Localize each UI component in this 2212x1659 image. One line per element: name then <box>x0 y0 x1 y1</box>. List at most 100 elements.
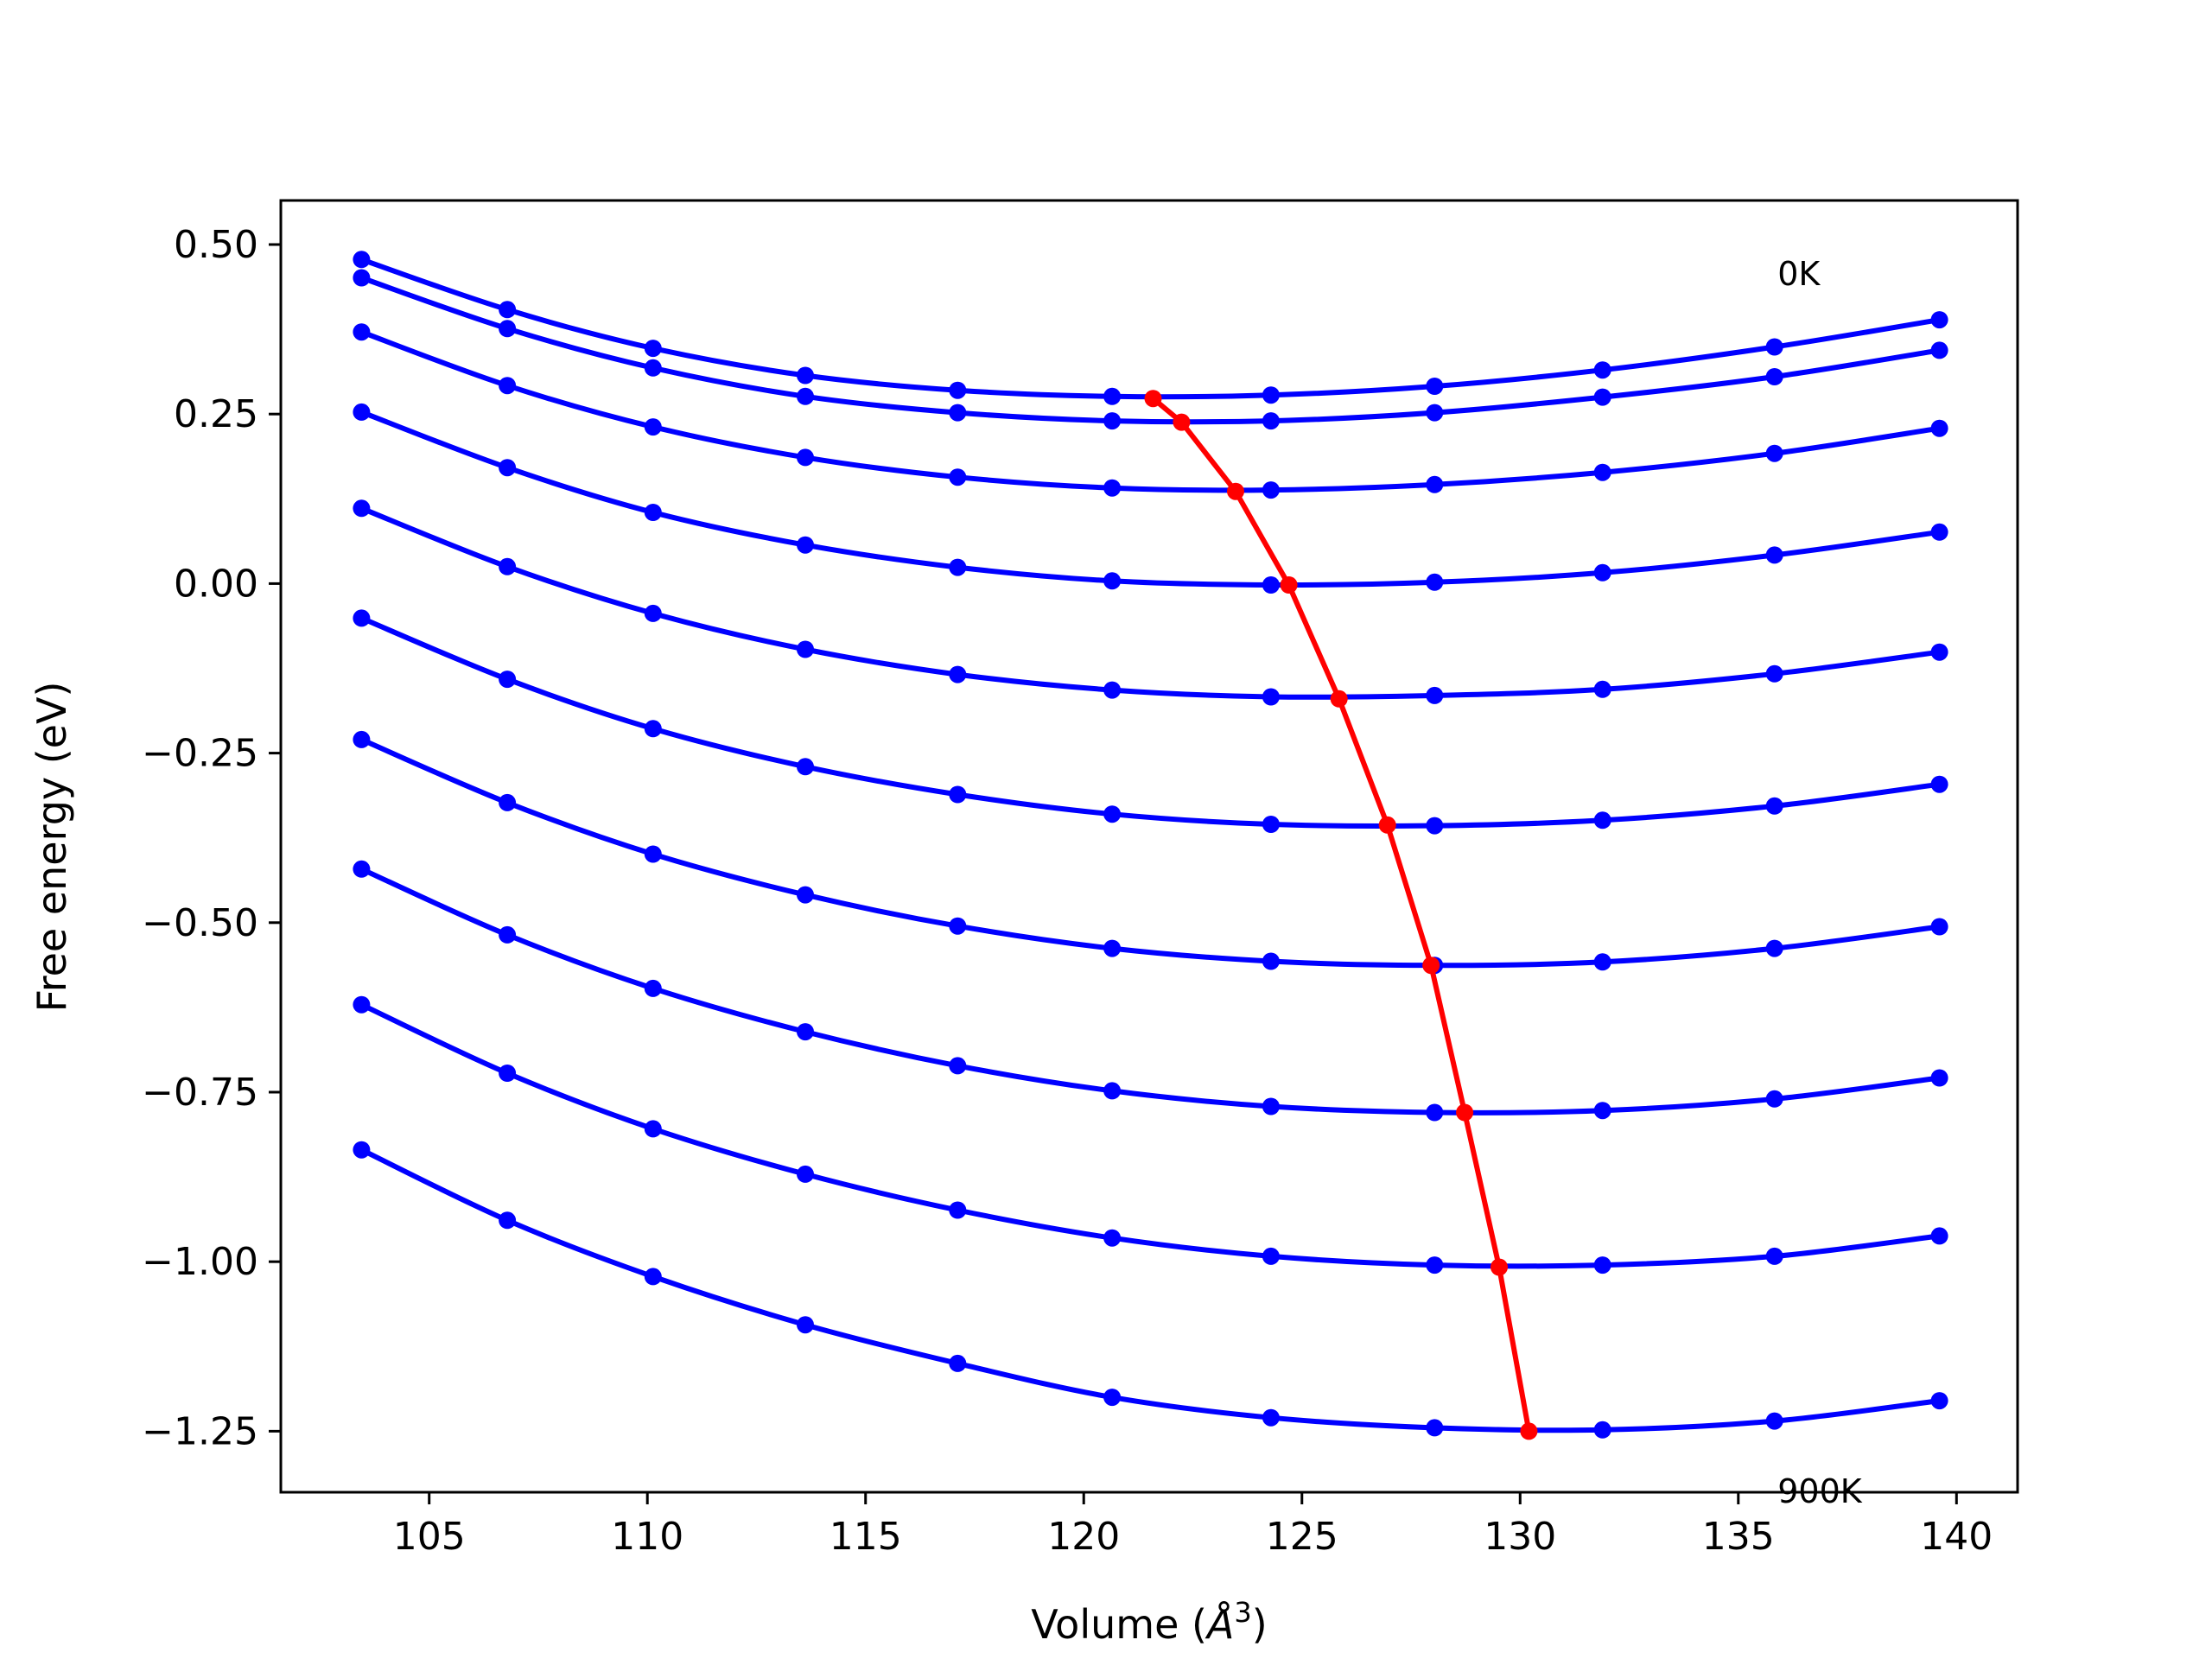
series-6-point-9 <box>1593 811 1611 830</box>
y-axis-label: Free energy (eV) <box>29 682 75 1013</box>
minima-point-1 <box>1144 390 1162 408</box>
series-5-point-7 <box>1262 688 1280 706</box>
series-1-line <box>360 257 1941 400</box>
series-7-point-5 <box>949 917 967 935</box>
series-2-point-3 <box>644 359 662 377</box>
series-3-point-1 <box>353 323 371 341</box>
series-8-point-8 <box>1426 1103 1444 1122</box>
series-9-point-6 <box>1103 1229 1122 1247</box>
series-8-point-11 <box>1930 1069 1948 1087</box>
series-9-point-7 <box>1262 1247 1280 1265</box>
y-tick-label-3: 0.00 <box>174 562 258 606</box>
series-4-point-11 <box>1930 523 1948 541</box>
series-5-point-4 <box>797 640 814 658</box>
x-tick-label-115: 115 <box>830 1515 902 1559</box>
series-3-point-2 <box>499 377 517 395</box>
series-7-point-4 <box>797 886 814 904</box>
series-9-point-10 <box>1765 1247 1783 1265</box>
series-6-point-2 <box>499 671 517 689</box>
series-4-point-4 <box>797 536 814 554</box>
series-5-point-1 <box>353 499 371 518</box>
minima-line <box>1151 396 1532 1432</box>
series-10-point-10 <box>1765 1412 1783 1430</box>
x-tick-label-135: 135 <box>1702 1515 1775 1559</box>
series-10-point-5 <box>949 1354 967 1372</box>
series-9-point-2 <box>499 1065 517 1082</box>
series-10 <box>353 1141 1948 1439</box>
series-3-point-8 <box>1426 475 1444 493</box>
series-10-line <box>360 1147 1940 1433</box>
series-4-point-1 <box>353 403 371 421</box>
series-2-point-8 <box>1426 404 1444 422</box>
series-7-point-10 <box>1765 939 1783 957</box>
series-1-point-3 <box>644 340 662 358</box>
minima-point-7 <box>1422 957 1440 975</box>
series-4-point-7 <box>1262 576 1280 594</box>
series-4-point-3 <box>644 504 662 521</box>
series-2 <box>353 269 1948 430</box>
annotations: 0K 900K <box>1777 255 1863 1510</box>
minima-point-2 <box>1173 413 1191 431</box>
series-5 <box>353 499 1948 706</box>
series-9-point-4 <box>797 1165 814 1183</box>
series-4-line <box>360 410 1941 588</box>
x-tick-label-140: 140 <box>1920 1515 1993 1559</box>
series-10-point-9 <box>1593 1421 1611 1439</box>
minima-point-3 <box>1227 482 1244 500</box>
series-8 <box>353 860 1948 1122</box>
y-tick-label-6: −0.75 <box>142 1071 258 1115</box>
series-7-point-9 <box>1593 953 1611 971</box>
series-9 <box>353 995 1948 1274</box>
series-10-point-3 <box>644 1268 662 1286</box>
y-tick-label-8: −1.25 <box>142 1409 258 1453</box>
series-5-point-9 <box>1593 680 1611 698</box>
series-5-point-2 <box>499 557 517 575</box>
y-tick-label-5: −0.50 <box>142 901 258 945</box>
series-4-point-6 <box>1103 572 1122 590</box>
series-8-point-9 <box>1593 1102 1611 1120</box>
series-7-point-2 <box>499 793 517 811</box>
x-axis-ticks: 105 110 115 120 125 130 135 140 <box>393 1492 1993 1559</box>
series-5-line <box>360 505 1940 700</box>
series-4 <box>353 403 1948 594</box>
series-6-point-10 <box>1765 797 1783 815</box>
series-6-point-11 <box>1930 775 1948 793</box>
minima-point-5 <box>1330 690 1348 708</box>
free-energy-curves <box>353 251 1948 1439</box>
series-9-point-8 <box>1426 1256 1444 1274</box>
series-1-point-5 <box>949 381 967 399</box>
annotation-2: 900K <box>1777 1472 1863 1510</box>
y-axis-ticks: 0.50 0.25 0.00 −0.25 −0.50 −0.75 −1.00 −1.25 <box>142 223 281 1453</box>
x-tick-label-120: 120 <box>1047 1515 1120 1559</box>
series-2-point-11 <box>1930 341 1948 359</box>
series-2-point-5 <box>949 404 967 422</box>
series-3-point-11 <box>1930 419 1948 437</box>
series-2-point-6 <box>1103 412 1122 430</box>
series-2-point-4 <box>797 387 814 405</box>
y-tick-label-2: 0.25 <box>174 392 258 436</box>
x-tick-label-110: 110 <box>611 1515 683 1559</box>
minima-point-10 <box>1520 1422 1538 1440</box>
x-tick-label-125: 125 <box>1266 1515 1338 1559</box>
series-3-point-9 <box>1593 463 1611 481</box>
series-2-point-7 <box>1262 412 1280 430</box>
series-8-point-1 <box>353 860 371 878</box>
plot-frame <box>279 199 2019 1494</box>
y-tick-label-7: −1.00 <box>142 1240 258 1284</box>
series-3-point-7 <box>1262 481 1280 499</box>
series-7-point-3 <box>644 845 662 863</box>
series-8-line <box>360 867 1940 1116</box>
series-6-point-5 <box>949 785 967 804</box>
series-8-point-2 <box>499 925 517 944</box>
series-1-point-8 <box>1426 378 1444 395</box>
series-9-line <box>360 1001 1940 1269</box>
series-5-point-8 <box>1426 686 1444 704</box>
series-7-point-6 <box>1103 939 1122 957</box>
series-6-point-7 <box>1262 816 1280 833</box>
series-9-point-9 <box>1593 1256 1611 1274</box>
series-10-point-8 <box>1426 1419 1444 1437</box>
series-8-point-3 <box>644 979 662 997</box>
series-6-point-6 <box>1103 805 1122 823</box>
series-9-point-11 <box>1930 1227 1948 1245</box>
